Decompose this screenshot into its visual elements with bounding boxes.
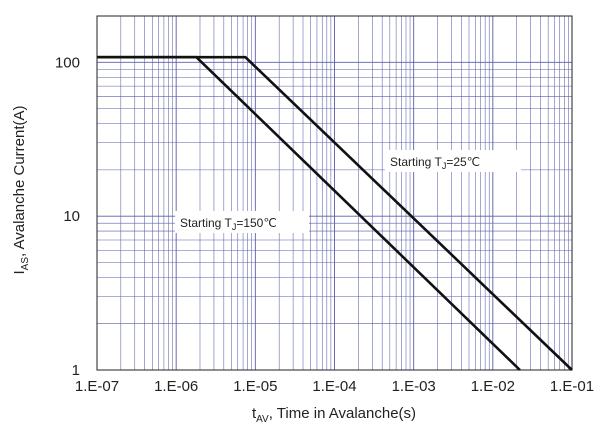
x-tick-label: 1.E-05 [233, 378, 277, 395]
x-tick-label: 1.E-01 [550, 378, 594, 395]
plot-frame [96, 15, 573, 371]
annotation-25c-background [385, 150, 521, 172]
annotation-150c-background [175, 211, 309, 233]
x-tick-label: 1.E-04 [312, 378, 356, 395]
y-tick-label: 1 [72, 362, 80, 379]
x-tick-label: 1.E-02 [471, 378, 515, 395]
x-axis-label: tAV, Time in Avalanche(s) [252, 405, 416, 425]
x-tick-label: 1.E-07 [75, 378, 119, 395]
annotation-150c: Starting TJ=150℃ [180, 216, 277, 232]
y-axis-label: IAS, Avalanche Current(A) [11, 106, 31, 275]
grid-layer [97, 16, 572, 370]
x-tick-label: 1.E-03 [392, 378, 436, 395]
y-tick-label: 10 [63, 208, 80, 225]
tick-labels: 1.E-07 1.E-06 1.E-05 1.E-04 1.E-03 1.E-02 1.E-… [55, 54, 594, 395]
series-line-1 [97, 55, 521, 371]
annotation-25c: Starting TJ=25℃ [390, 155, 480, 171]
x-tick-label: 1.E-06 [154, 378, 198, 395]
series-layer [97, 55, 573, 371]
y-tick-label: 100 [55, 54, 80, 71]
